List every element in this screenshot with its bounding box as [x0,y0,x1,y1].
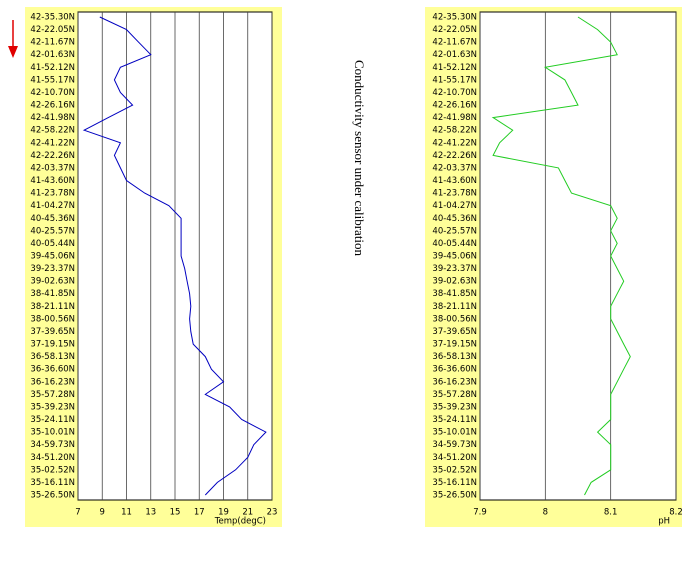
y-tick-label: 39-02.63N [30,277,75,287]
y-tick-label: 42-22.05N [30,25,75,35]
y-tick-label: 42-41.98N [30,113,75,123]
y-tick-label: 39-23.37N [30,264,75,274]
y-tick-label: 39-23.37N [432,264,477,274]
y-tick-label: 36-58.13N [30,352,75,362]
y-tick-label: 34-59.73N [432,440,477,450]
y-tick-label: 38-00.56N [432,314,477,324]
x-tick-label: 8 [543,508,548,518]
y-tick-label: 41-23.78N [30,189,75,199]
x-tick-label: 9 [100,508,105,518]
y-tick-label: 35-26.50N [432,491,477,501]
y-tick-label: 38-41.85N [432,289,477,299]
y-tick-label: 42-26.16N [30,101,75,111]
y-tick-label: 35-16.11N [30,478,75,488]
y-tick-label: 42-58.22N [432,126,477,136]
x-tick-label: 21 [242,508,253,518]
y-tick-label: 41-04.27N [432,201,477,211]
data-line [82,16,267,496]
x-tick-label: 8.2 [669,508,683,518]
y-tick-label: 35-26.50N [30,491,75,501]
y-tick-label: 37-19.15N [30,340,75,350]
y-tick-label: 35-57.28N [432,390,477,400]
y-tick-label: 37-39.65N [432,327,477,337]
y-tick-label: 35-02.52N [432,465,477,475]
x-axis-label: Temp(degC) [214,517,266,527]
y-tick-label: 37-39.65N [30,327,75,337]
y-tick-label: 40-45.36N [30,214,75,224]
y-tick-label: 36-36.60N [432,365,477,375]
y-tick-label: 41-52.12N [30,63,75,73]
y-tick-label: 35-24.11N [30,415,75,425]
y-tick-label: 42-35.30N [432,13,477,23]
y-tick-label: 38-21.11N [30,302,75,312]
y-tick-label: 38-00.56N [30,314,75,324]
y-tick-label: 39-45.06N [432,252,477,262]
y-tick-label: 36-16.23N [30,377,75,387]
y-tick-label: 42-10.70N [30,88,75,98]
y-tick-label: 39-02.63N [432,277,477,287]
y-tick-label: 41-55.17N [30,75,75,85]
y-tick-label: 40-25.57N [30,226,75,236]
y-tick-label: 42-22.26N [30,151,75,161]
y-tick-label: 34-51.20N [432,453,477,463]
y-tick-label: 36-16.23N [432,377,477,387]
y-tick-label: 41-43.60N [30,176,75,186]
y-tick-label: 35-16.11N [432,478,477,488]
x-tick-label: 17 [194,508,205,518]
y-tick-label: 41-55.17N [432,75,477,85]
y-tick-label: 37-19.15N [432,340,477,350]
y-tick-label: 34-59.73N [30,440,75,450]
y-tick-label: 40-45.36N [432,214,477,224]
y-tick-label: 42-11.67N [30,38,75,48]
y-tick-label: 35-10.01N [432,428,477,438]
y-tick-label: 41-52.12N [432,63,477,73]
y-tick-label: 42-41.98N [432,113,477,123]
y-tick-label: 42-22.05N [432,25,477,35]
y-tick-label: 42-11.67N [432,38,477,48]
y-tick-label: 35-24.11N [432,415,477,425]
y-tick-label: 40-05.44N [30,239,75,249]
y-tick-label: 35-02.52N [30,465,75,475]
y-tick-label: 42-58.22N [30,126,75,136]
y-tick-label: 42-22.26N [432,151,477,161]
annotation: Conductivity sensor under calibration [352,60,367,257]
y-tick-label: 35-10.01N [30,428,75,438]
y-tick-label: 34-51.20N [30,453,75,463]
x-tick-label: 7 [75,508,80,518]
x-tick-label: 11 [121,508,132,518]
y-tick-label: 38-41.85N [30,289,75,299]
y-tick-label: 36-58.13N [432,352,477,362]
y-tick-label: 42-41.22N [432,138,477,148]
y-tick-label: 42-01.63N [432,50,477,60]
y-tick-label: 42-03.37N [432,163,477,173]
y-tick-label: 42-10.70N [432,88,477,98]
x-tick-label: 19 [218,508,229,518]
red-arrow-head [8,46,18,58]
y-tick-label: 35-39.23N [30,402,75,412]
y-tick-label: 35-39.23N [432,402,477,412]
x-tick-label: 23 [267,508,278,518]
y-tick-label: 42-26.16N [432,101,477,111]
data-line [491,16,631,496]
y-tick-label: 41-23.78N [432,189,477,199]
y-tick-label: 38-21.11N [432,302,477,312]
x-tick-label: 8.1 [604,508,618,518]
y-tick-label: 41-04.27N [30,201,75,211]
plot-area [479,11,677,501]
x-tick-label: 15 [170,508,181,518]
y-tick-label: 42-41.22N [30,138,75,148]
y-tick-label: 40-25.57N [432,226,477,236]
y-tick-label: 42-01.63N [30,50,75,60]
x-axis-label: pH [658,517,670,527]
x-tick-label: 7.9 [473,508,487,518]
x-tick-label: 13 [145,508,156,518]
y-tick-label: 35-57.28N [30,390,75,400]
y-tick-label: 42-35.30N [30,13,75,23]
y-tick-label: 39-45.06N [30,252,75,262]
y-tick-label: 36-36.60N [30,365,75,375]
y-tick-label: 42-03.37N [30,163,75,173]
y-tick-label: 40-05.44N [432,239,477,249]
y-tick-label: 41-43.60N [432,176,477,186]
